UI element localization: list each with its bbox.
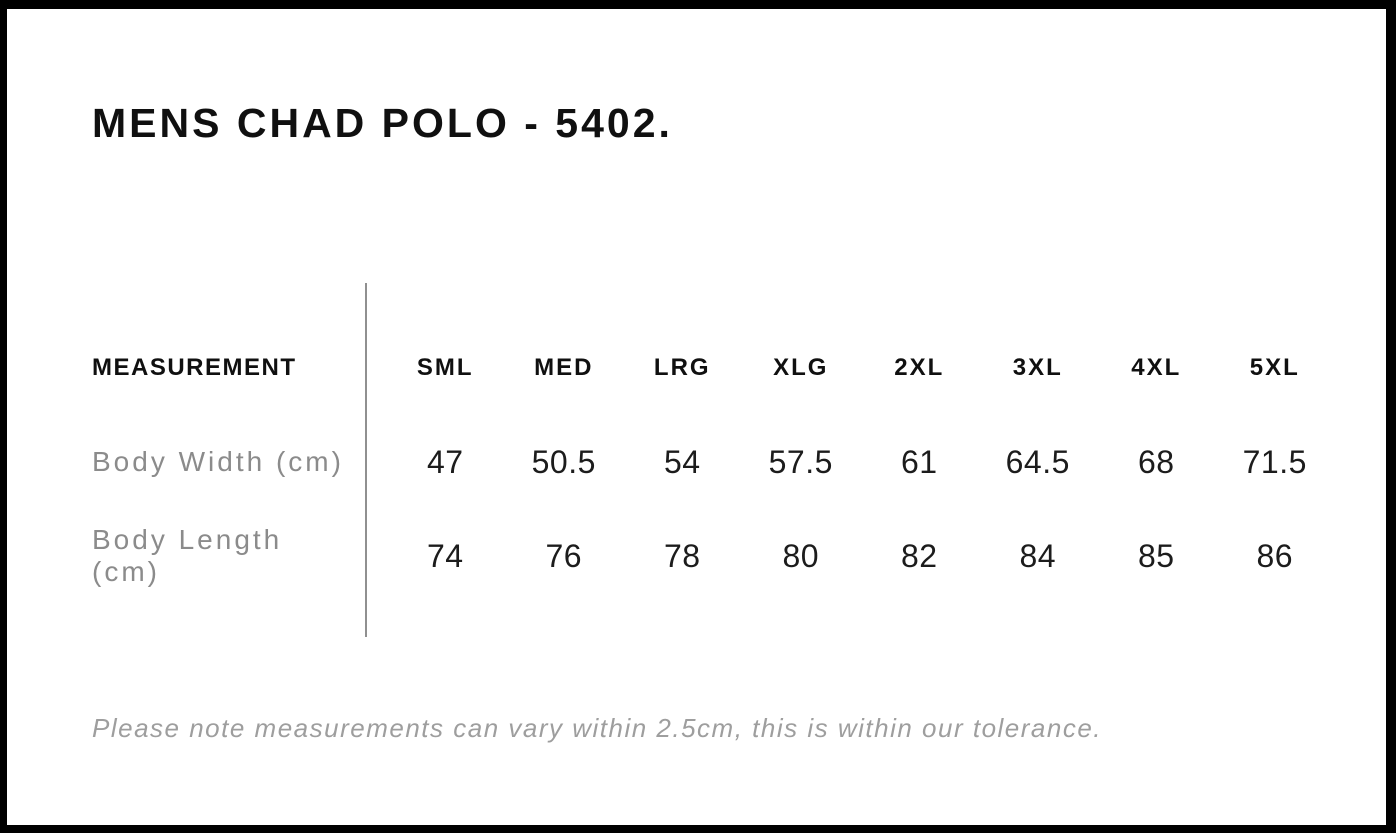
body-length-sml: 74 [426, 537, 464, 574]
body-width-2xl: 61 [900, 443, 938, 480]
body-length-xlg: 80 [782, 537, 820, 574]
size-column-header-5xl: 5XL [1249, 354, 1300, 381]
body-length-med: 76 [545, 537, 583, 574]
body-width-3xl: 64.5 [1005, 443, 1070, 480]
body-width-5xl: 71.5 [1242, 443, 1307, 480]
size-column-header-3xl: 3XL [1012, 354, 1063, 381]
body-length-3xl: 84 [1019, 537, 1057, 574]
size-column-header-xlg: XLG [773, 354, 829, 381]
table-header-row: MEASUREMENT SML MED LRG XLG 2XL 3XL 4XL … [92, 321, 1334, 415]
body-width-4xl: 68 [1137, 443, 1175, 480]
body-length-4xl: 85 [1137, 537, 1175, 574]
body-width-xlg: 57.5 [768, 443, 833, 480]
row-label: Body Width (cm) [92, 446, 344, 477]
table-vertical-divider [365, 283, 367, 637]
size-table: MEASUREMENT SML MED LRG XLG 2XL 3XL 4XL … [92, 283, 1334, 637]
size-column-header-4xl: 4XL [1131, 354, 1182, 381]
body-length-2xl: 82 [900, 537, 938, 574]
body-length-lrg: 78 [663, 537, 701, 574]
size-column-header-2xl: 2XL [894, 354, 945, 381]
size-column-header-sml: SML [416, 354, 474, 381]
tolerance-note: Please note measurements can vary within… [92, 713, 1103, 743]
row-label: Body Length (cm) [92, 524, 283, 587]
measurement-column-header: MEASUREMENT [92, 354, 297, 381]
body-width-med: 50.5 [531, 443, 596, 480]
size-column-header-lrg: LRG [653, 354, 711, 381]
page-title: MENS CHAD POLO - 5402. [92, 100, 673, 146]
table-row-body-length: Body Length (cm) 74 76 78 80 82 84 85 86 [92, 509, 1334, 603]
body-width-lrg: 54 [663, 443, 701, 480]
table-row-body-width: Body Width (cm) 47 50.5 54 57.5 61 64.5 … [92, 415, 1334, 509]
body-length-5xl: 86 [1256, 537, 1294, 574]
size-column-header-med: MED [534, 354, 594, 381]
body-width-sml: 47 [426, 443, 464, 480]
